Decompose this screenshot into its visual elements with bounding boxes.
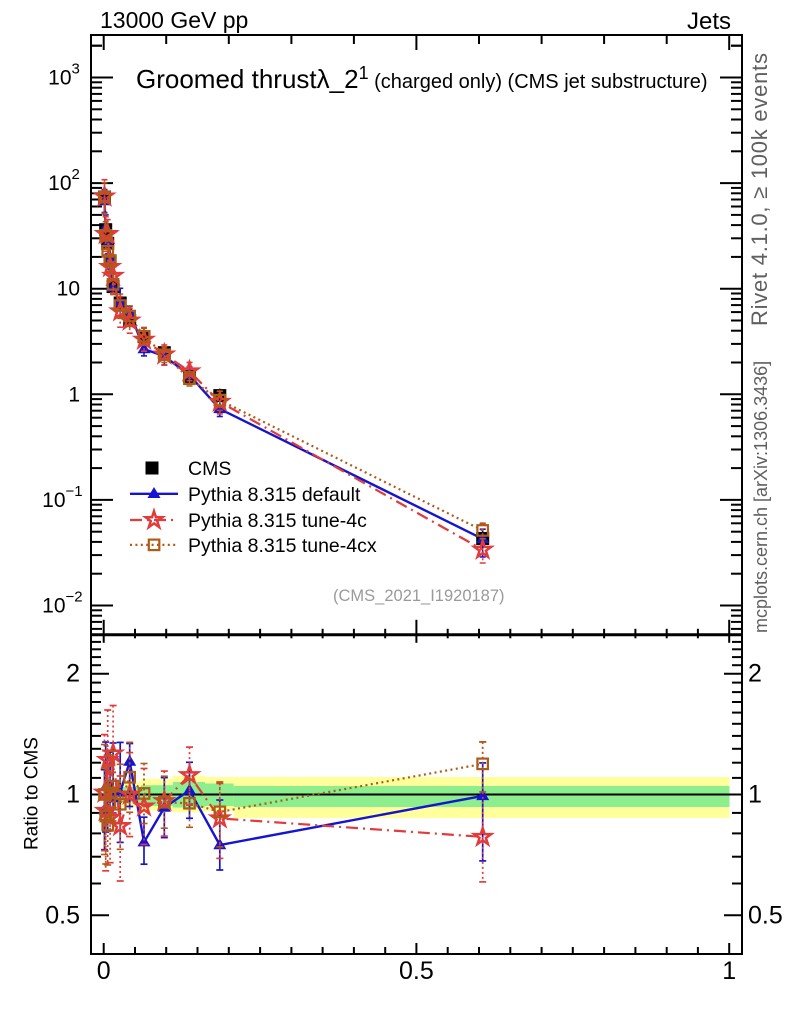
svg-text:3: 3 (72, 61, 80, 78)
svg-text:0.5: 0.5 (45, 901, 80, 929)
svg-text:1: 1 (68, 383, 80, 406)
svg-text:10: 10 (42, 489, 65, 512)
svg-text:10: 10 (57, 278, 80, 301)
svg-text:Rivet 4.1.0, ≥ 100k events: Rivet 4.1.0, ≥ 100k events (747, 52, 772, 326)
svg-text:0: 0 (97, 957, 111, 985)
svg-text:−1: −1 (66, 483, 83, 500)
svg-text:10: 10 (48, 172, 71, 195)
svg-text:10: 10 (42, 595, 65, 618)
svg-text:Pythia 8.315 tune-4cx: Pythia 8.315 tune-4cx (188, 535, 377, 557)
svg-text:1: 1 (66, 781, 80, 809)
svg-text:CMS: CMS (188, 458, 231, 480)
svg-text:Jets: Jets (687, 8, 731, 35)
svg-text:0.5: 0.5 (399, 957, 434, 985)
svg-text:Pythia 8.315 tune-4c: Pythia 8.315 tune-4c (188, 510, 367, 532)
svg-text:13000 GeV pp: 13000 GeV pp (100, 7, 248, 33)
svg-text:1: 1 (748, 781, 762, 809)
svg-text:Ratio to CMS: Ratio to CMS (22, 737, 43, 850)
svg-text:2: 2 (748, 660, 762, 688)
svg-text:mcplots.cern.ch [arXiv:1306.34: mcplots.cern.ch [arXiv:1306.3436] (751, 361, 771, 633)
svg-text:2: 2 (72, 166, 80, 183)
svg-text:1: 1 (722, 957, 736, 985)
svg-text:0.5: 0.5 (748, 901, 783, 929)
svg-text:10: 10 (48, 67, 71, 90)
svg-text:(CMS_2021_I1920187): (CMS_2021_I1920187) (333, 587, 505, 605)
svg-text:Pythia 8.315 default: Pythia 8.315 default (188, 484, 361, 506)
svg-text:2: 2 (66, 660, 80, 688)
svg-text:−2: −2 (66, 589, 83, 606)
